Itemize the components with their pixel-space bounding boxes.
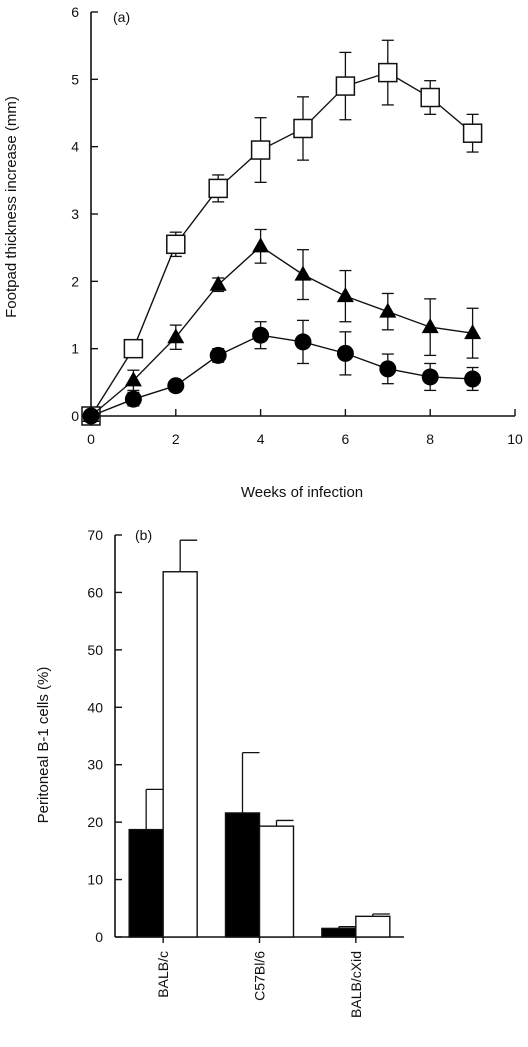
data-point-open-square	[420, 87, 440, 108]
panel-a-y-tick-label: 3	[71, 206, 79, 222]
data-point-filled-circle	[82, 407, 100, 425]
data-point-filled-circle	[336, 344, 354, 362]
panel-a-y-tick-label: 2	[71, 273, 79, 289]
series-line-filled-circle	[90, 334, 473, 417]
bar-white	[355, 915, 391, 938]
panel-b-category-label: BALB/c	[155, 951, 171, 998]
panel-a-x-tick-label: 4	[257, 431, 265, 447]
bar-black	[224, 812, 261, 938]
panel-b-y-axis-label: Peritoneal B-1 cells (%)	[35, 667, 52, 824]
data-point-open-square	[208, 178, 228, 199]
panel-b-y-tick-label: 30	[87, 757, 103, 773]
panel-b-category-label: C57Bl/6	[252, 951, 268, 1001]
data-point-open-square	[123, 338, 144, 359]
bar-black	[321, 927, 357, 938]
data-point-filled-triangle	[252, 237, 270, 253]
panel-b-y-tick-label: 50	[87, 642, 103, 658]
data-point-open-square	[166, 234, 186, 255]
data-point-filled-circle	[124, 390, 142, 408]
data-point-filled-circle	[421, 368, 439, 386]
panel-a-y-tick-label: 0	[71, 408, 79, 424]
panel-a-x-tick-label: 2	[172, 431, 180, 447]
data-point-filled-circle	[252, 326, 270, 344]
data-point-filled-circle	[464, 370, 482, 388]
panel-b-y-tick-label: 10	[87, 872, 103, 888]
panel-b-y-tick-label: 20	[87, 814, 103, 830]
data-point-filled-triangle	[336, 287, 354, 303]
data-point-filled-triangle	[294, 265, 312, 281]
panel-a-x-tick-label: 10	[507, 431, 523, 447]
data-point-open-square	[250, 140, 271, 160]
data-point-filled-circle	[294, 333, 312, 351]
data-point-filled-triangle	[124, 371, 142, 387]
data-point-open-square	[293, 118, 313, 139]
panel-a-y-axis-label: Footpad thickness increase (mm)	[3, 96, 20, 318]
panel-b-y-tick-label: 40	[87, 699, 103, 715]
panel-a-y-tick-label: 4	[71, 139, 79, 155]
data-point-filled-circle	[167, 377, 185, 395]
bar-white	[258, 825, 295, 938]
data-point-filled-triangle	[464, 324, 482, 340]
panel-a-x-tick-label: 0	[87, 431, 95, 447]
data-point-filled-triangle	[167, 328, 185, 344]
data-point-filled-circle	[209, 346, 227, 364]
data-point-filled-triangle	[209, 275, 227, 291]
data-point-filled-circle	[379, 360, 397, 378]
panel-a-x-tick-label: 8	[426, 431, 434, 447]
panel-b-category-label: BALB/cXid	[348, 951, 364, 1018]
data-point-filled-triangle	[379, 302, 397, 318]
data-point-filled-triangle	[421, 318, 439, 334]
data-point-open-square	[378, 62, 398, 83]
panel-b-y-tick-label: 70	[87, 527, 103, 543]
series-line-filled-triangle	[90, 245, 473, 417]
panel-b-y-tick-label: 60	[87, 584, 103, 600]
bar-white	[162, 571, 198, 938]
data-point-open-square	[462, 123, 483, 143]
panel-a-line-chart: (a) Footpad thickness increase (mm) Week…	[3, 4, 523, 501]
data-point-open-square	[335, 76, 356, 96]
panel-b-bar-chart: (b) Peritoneal B-1 cells (%) 0 10 20 30 40 50…	[35, 527, 404, 1018]
panel-a-label: (a)	[113, 9, 130, 25]
panel-a-y-tick-label: 1	[71, 341, 79, 357]
panel-b-label: (b)	[135, 527, 152, 543]
series-line-open-square	[90, 71, 474, 417]
panel-a-y-tick-label: 6	[71, 4, 79, 20]
panel-a-x-axis-label: Weeks of infection	[241, 484, 363, 501]
panel-b-y-tick-label: 0	[95, 929, 103, 945]
bar-black	[128, 828, 164, 938]
panel-a-y-tick-label: 5	[71, 71, 79, 87]
panel-a-x-tick-label: 6	[342, 431, 350, 447]
